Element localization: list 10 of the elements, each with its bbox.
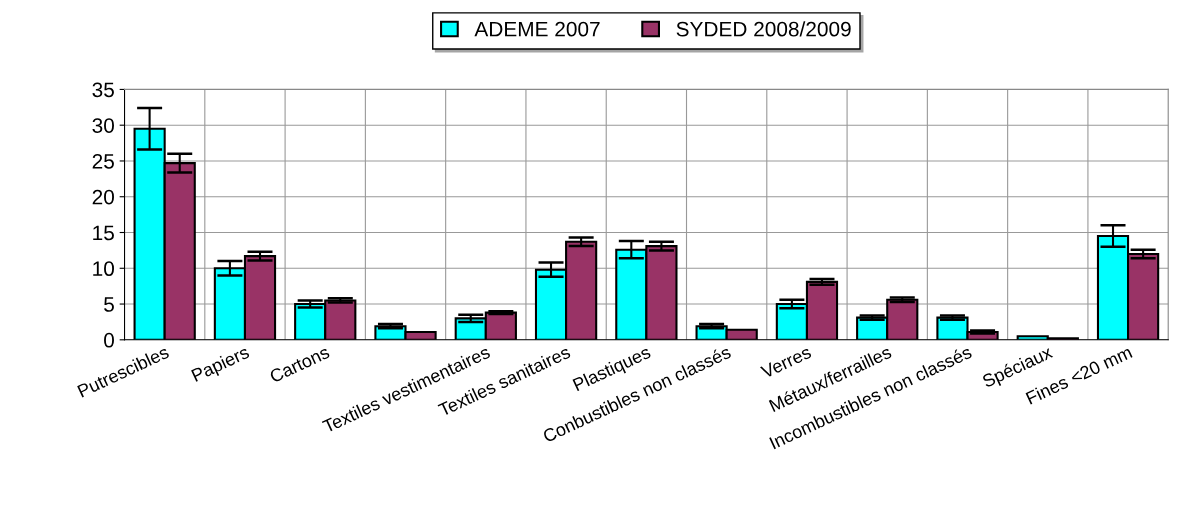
legend-label: SYDED 2008/2009 bbox=[676, 21, 851, 37]
y-tick-label: 35 bbox=[92, 82, 114, 98]
y-tick-label: 15 bbox=[93, 225, 114, 241]
y-tick-label: 0 bbox=[104, 332, 114, 348]
y-tick-label: 30 bbox=[92, 118, 114, 133]
y-tick-label: 5 bbox=[104, 297, 114, 312]
y-tick-label: 10 bbox=[93, 261, 114, 277]
y-tick-label: 20 bbox=[92, 189, 114, 205]
y-tick-label: 25 bbox=[92, 153, 114, 169]
legend-label: ADEME 2007 bbox=[474, 21, 600, 37]
